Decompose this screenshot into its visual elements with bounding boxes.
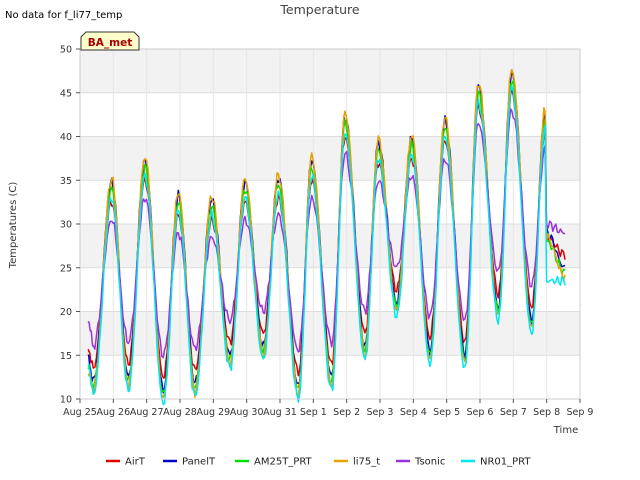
x-tick-label: Sep 2 [333, 407, 360, 418]
plot-band [80, 92, 580, 137]
x-tick-label: Aug 26 [96, 407, 130, 418]
x-tick-label: Aug 31 [263, 407, 297, 418]
x-tick-label: Sep 7 [500, 407, 527, 418]
y-tick-label: 25 [60, 263, 72, 274]
x-axis-ticks: Aug 25 Aug 26 Aug 27 Aug 28 Aug 29 Aug 30 Aug … [63, 399, 593, 418]
y-tick-label: 35 [60, 176, 72, 187]
legend-label: AM25T_PRT [254, 457, 313, 468]
y-tick-label: 10 [60, 395, 72, 406]
x-tick-label: Aug 27 [130, 407, 164, 418]
legend-label: PanelT [182, 457, 216, 468]
legend-label: NR01_PRT [480, 457, 531, 468]
plot-band [80, 136, 580, 181]
x-tick-label: Aug 30 [230, 407, 264, 418]
plot-band [80, 224, 580, 268]
legend-label: AirT [125, 457, 146, 468]
badge-label: BA_met [88, 37, 132, 49]
x-tick-label: Sep 8 [533, 407, 560, 418]
y-axis-label: Temperatures (C) [8, 182, 19, 270]
x-tick-label: Sep 1 [300, 407, 327, 418]
legend: AirT PanelT AM25T_PRT li75_t Tsonic NR01_PRT [106, 457, 531, 468]
y-tick-label: 45 [60, 88, 72, 99]
chart-title: Temperature [279, 2, 359, 17]
legend-label: li75_t [353, 457, 380, 468]
series-line-airt [87, 89, 566, 379]
y-tick-label: 20 [60, 307, 72, 318]
y-tick-label: 50 [60, 45, 72, 56]
badge-box [80, 31, 140, 51]
y-tick-label: 15 [60, 351, 72, 362]
x-tick-label: Sep 9 [567, 407, 594, 418]
legend-label: Tsonic [414, 457, 445, 468]
x-tick-label: Aug 25 [63, 407, 97, 418]
x-tick-label: Aug 28 [163, 407, 197, 418]
x-tick-label: Sep 4 [400, 407, 427, 418]
series-lines [87, 68, 566, 406]
no-data-note: No data for f_li77_temp [5, 10, 122, 21]
x-axis-label: Time [553, 425, 578, 436]
x-tick-label: Sep 3 [367, 407, 394, 418]
y-axis-ticks: 10 15 20 25 30 35 40 45 50 [60, 45, 80, 406]
x-tick-label: Sep 6 [467, 407, 494, 418]
x-tick-label: Sep 5 [433, 407, 460, 418]
series-line-tsonic [87, 108, 566, 359]
plot-band [80, 49, 580, 93]
y-tick-label: 40 [60, 132, 72, 143]
series-line-nr01-prt [87, 84, 566, 406]
y-tick-label: 30 [60, 220, 72, 231]
x-tick-label: Aug 29 [196, 407, 230, 418]
plot-band [80, 180, 580, 224]
data-badge: BA_met [80, 31, 140, 51]
